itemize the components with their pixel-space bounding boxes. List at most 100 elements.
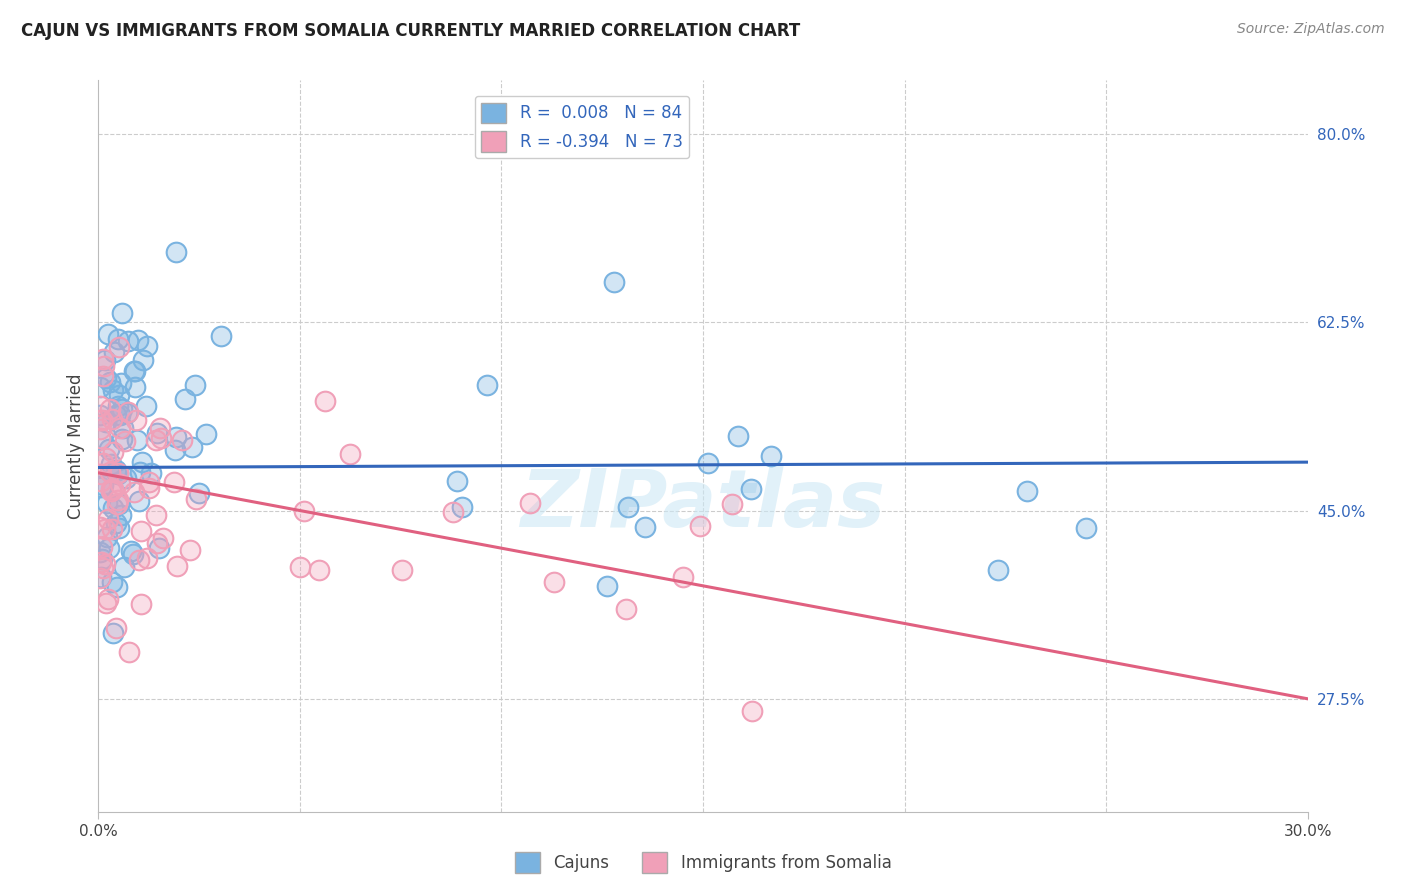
Point — [93, 359, 115, 373]
Point — [94, 371, 117, 385]
Point — [114, 471, 136, 485]
Point — [1017, 483, 1039, 498]
Point — [132, 352, 155, 367]
Point — [89, 431, 111, 445]
Point — [98, 402, 121, 417]
Point — [105, 621, 128, 635]
Point — [122, 364, 145, 378]
Point — [90, 432, 112, 446]
Point — [128, 465, 150, 479]
Point — [391, 563, 413, 577]
Point — [634, 519, 657, 533]
Point — [100, 483, 122, 497]
Point — [475, 377, 498, 392]
Point — [98, 465, 121, 479]
Point — [146, 426, 169, 441]
Point — [89, 422, 111, 436]
Point — [89, 408, 111, 422]
Point — [149, 421, 172, 435]
Point — [163, 443, 186, 458]
Point — [614, 602, 637, 616]
Point — [94, 352, 117, 367]
Point — [124, 413, 146, 427]
Point — [145, 434, 167, 448]
Point — [107, 388, 129, 402]
Point — [111, 432, 134, 446]
Point — [166, 559, 188, 574]
Legend: R =  0.008   N = 84, R = -0.394   N = 73: R = 0.008 N = 84, R = -0.394 N = 73 — [475, 96, 689, 158]
Point — [107, 467, 129, 482]
Point — [163, 475, 186, 489]
Point — [91, 351, 114, 366]
Point — [96, 530, 118, 544]
Point — [103, 345, 125, 359]
Point — [987, 563, 1010, 577]
Point — [96, 596, 118, 610]
Text: CAJUN VS IMMIGRANTS FROM SOMALIA CURRENTLY MARRIED CORRELATION CHART: CAJUN VS IMMIGRANTS FROM SOMALIA CURRENT… — [21, 22, 800, 40]
Point — [112, 421, 135, 435]
Point — [170, 433, 193, 447]
Point — [103, 501, 125, 516]
Point — [97, 512, 120, 526]
Point — [288, 560, 311, 574]
Point — [103, 626, 125, 640]
Point — [139, 466, 162, 480]
Point — [740, 482, 762, 496]
Point — [91, 561, 114, 575]
Point — [441, 505, 464, 519]
Point — [101, 445, 124, 459]
Point — [136, 551, 159, 566]
Point — [97, 591, 120, 606]
Point — [150, 431, 173, 445]
Point — [110, 508, 132, 522]
Point — [145, 508, 167, 522]
Point — [114, 434, 136, 449]
Point — [89, 400, 111, 414]
Point — [117, 334, 139, 349]
Point — [184, 492, 207, 507]
Point — [100, 458, 122, 472]
Point — [308, 563, 330, 577]
Point — [94, 450, 117, 465]
Point — [721, 497, 744, 511]
Point — [110, 476, 132, 491]
Point — [127, 333, 149, 347]
Point — [107, 399, 129, 413]
Point — [128, 553, 150, 567]
Point — [125, 433, 148, 447]
Point — [90, 479, 112, 493]
Point — [91, 456, 114, 470]
Point — [89, 545, 111, 559]
Point — [108, 521, 131, 535]
Point — [93, 522, 115, 536]
Point — [519, 496, 541, 510]
Point — [90, 555, 112, 569]
Point — [105, 408, 128, 422]
Point — [105, 497, 128, 511]
Legend: Cajuns, Immigrants from Somalia: Cajuns, Immigrants from Somalia — [508, 846, 898, 880]
Point — [105, 580, 128, 594]
Point — [117, 405, 139, 419]
Point — [108, 497, 131, 511]
Point — [90, 570, 112, 584]
Point — [211, 328, 233, 343]
Point — [146, 536, 169, 550]
Point — [90, 467, 112, 481]
Point — [128, 493, 150, 508]
Point — [90, 552, 112, 566]
Point — [187, 486, 209, 500]
Point — [98, 375, 121, 389]
Point — [98, 442, 121, 457]
Point — [107, 493, 129, 508]
Point — [138, 481, 160, 495]
Point — [292, 504, 315, 518]
Point — [97, 326, 120, 341]
Point — [314, 394, 336, 409]
Point — [118, 645, 141, 659]
Point — [100, 483, 122, 498]
Point — [100, 522, 122, 536]
Point — [148, 541, 170, 555]
Point — [94, 558, 117, 572]
Point — [89, 412, 111, 426]
Point — [595, 579, 617, 593]
